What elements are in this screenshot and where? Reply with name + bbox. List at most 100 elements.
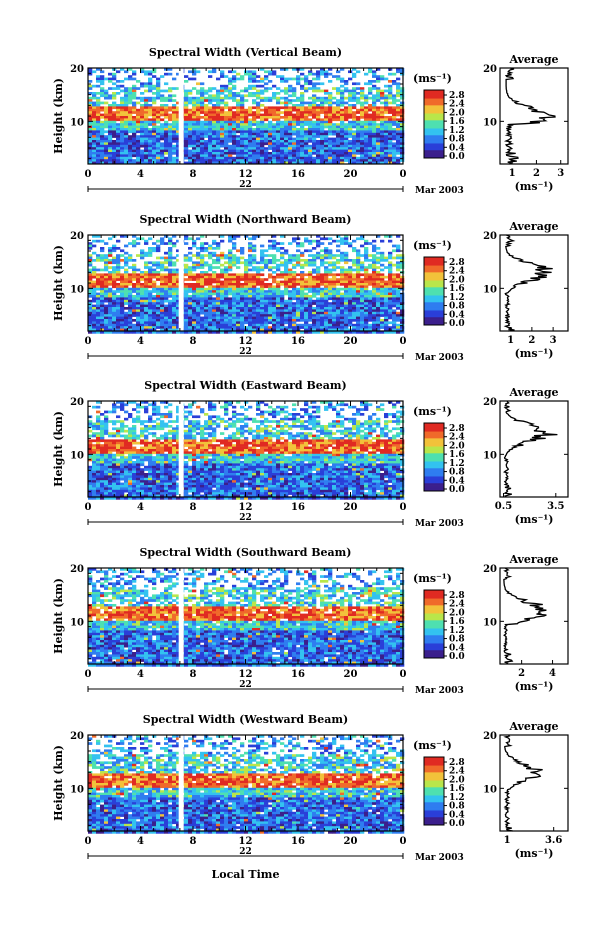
colorbar-frame — [423, 756, 445, 826]
colorbar-tick: 0.0 — [449, 652, 465, 662]
x-tick-label: 4 — [137, 836, 144, 847]
colorbar-tick: 2.8 — [449, 591, 465, 601]
colorbar: 2.82.42.01.61.20.80.40.0 — [423, 89, 465, 162]
colorbar: 2.82.42.01.61.20.80.40.0 — [423, 589, 465, 662]
average-y-tick: 20 — [483, 564, 497, 575]
colorbar-tick: 0.4 — [449, 643, 465, 653]
x-tick-label: 4 — [137, 336, 144, 347]
x-tick-label: 8 — [190, 169, 197, 180]
average-profile: Average 10 20 1 3.6(ms⁻¹) — [483, 720, 569, 860]
y-axis-label: Height (km) — [52, 78, 65, 154]
average-title: Average — [508, 553, 558, 566]
x-tick-label: 0 — [85, 336, 92, 347]
colorbar-tick: 2.0 — [449, 441, 465, 451]
average-y-tick: 10 — [483, 450, 497, 461]
panel-5: Spectral Width (Westward Beam)1020Height… — [52, 713, 569, 863]
x-tick-label: 20 — [344, 169, 358, 180]
average-x-label: (ms⁻¹) — [515, 847, 554, 860]
x-tick-label: 16 — [291, 836, 305, 847]
date-day: 22 — [239, 347, 252, 357]
colorbar-tick: 2.0 — [449, 108, 465, 118]
colorbar-frame — [423, 589, 445, 659]
average-x-tick: 3.6 — [545, 835, 562, 846]
panel-4: Spectral Width (Southward Beam)1020Heigh… — [52, 546, 569, 696]
date-month: Mar 2003 — [415, 186, 464, 196]
heatmap-cells — [88, 235, 405, 334]
x-tick-label: 16 — [291, 502, 305, 513]
average-title: Average — [508, 53, 558, 66]
colorbar-tick: 2.8 — [449, 258, 465, 268]
colorbar-tick: 2.0 — [449, 608, 465, 618]
y-axis-label: Height (km) — [52, 411, 65, 487]
data-gap — [178, 401, 184, 497]
x-tick-label: 12 — [239, 836, 253, 847]
average-y-tick: 10 — [483, 617, 497, 628]
colorbar-tick: 2.8 — [449, 758, 465, 768]
x-tick-label: 0 — [85, 169, 92, 180]
x-tick-label: 12 — [239, 669, 253, 680]
x-tick-label: 12 — [239, 169, 253, 180]
colorbar-tick: 0.0 — [449, 152, 465, 162]
x-tick-label: 8 — [190, 336, 197, 347]
heatmap-cells — [88, 568, 405, 667]
y-tick-label: 20 — [70, 731, 84, 742]
average-x-tick: 1 — [507, 335, 514, 346]
colorbar-tick: 1.2 — [449, 293, 465, 303]
colorbar-tick: 0.0 — [449, 319, 465, 329]
colorbar-tick: 2.0 — [449, 775, 465, 785]
x-tick-label: 8 — [190, 502, 197, 513]
panel-title: Spectral Width (Northward Beam) — [140, 213, 352, 226]
colorbar-tick: 1.6 — [449, 617, 465, 627]
average-y-tick: 20 — [483, 231, 497, 242]
colorbar-tick: 0.8 — [449, 802, 465, 812]
colorbar-tick: 1.6 — [449, 450, 465, 460]
panel-title: Spectral Width (Eastward Beam) — [144, 379, 346, 392]
heatmap-cells — [88, 735, 405, 834]
average-y-tick: 10 — [483, 117, 497, 128]
average-x-tick: 4 — [549, 668, 556, 679]
average-x-label: (ms⁻¹) — [515, 680, 554, 693]
x-tick-label: 0 — [400, 502, 407, 513]
average-x-tick: 0.5 — [495, 501, 512, 512]
average-title: Average — [508, 720, 558, 733]
colorbar-tick: 1.2 — [449, 126, 465, 136]
average-profile-line — [503, 67, 556, 165]
x-tick-label: 20 — [344, 836, 358, 847]
colorbar-unit: (ms⁻¹) — [413, 572, 452, 585]
x-tick-label: 4 — [137, 169, 144, 180]
x-tick-label: 0 — [400, 669, 407, 680]
average-profile-line — [503, 234, 553, 332]
colorbar-tick: 2.4 — [449, 100, 465, 110]
average-x-label: (ms⁻¹) — [515, 180, 554, 193]
x-tick-label: 8 — [190, 836, 197, 847]
x-tick-label: 12 — [239, 336, 253, 347]
colorbar-unit: (ms⁻¹) — [413, 405, 452, 418]
date-month: Mar 2003 — [415, 353, 464, 363]
colorbar: 2.82.42.01.61.20.80.40.0 — [423, 756, 465, 829]
colorbar-frame — [423, 422, 445, 492]
colorbar-tick: 2.8 — [449, 424, 465, 434]
x-tick-label: 20 — [344, 502, 358, 513]
colorbar-unit: (ms⁻¹) — [413, 72, 452, 85]
panel-2: Spectral Width (Northward Beam)1020Heigh… — [52, 213, 569, 363]
average-y-tick: 20 — [483, 64, 497, 75]
heatmap-cells — [88, 68, 405, 165]
panel-title: Spectral Width (Southward Beam) — [139, 546, 351, 559]
panel-1: Spectral Width (Vertical Beam)1020Height… — [52, 46, 569, 196]
x-tick-label: 8 — [190, 669, 197, 680]
colorbar-tick: 0.8 — [449, 468, 465, 478]
x-tick-label: 16 — [291, 169, 305, 180]
date-day: 22 — [239, 847, 252, 857]
x-tick-label: 16 — [291, 336, 305, 347]
average-frame — [499, 67, 569, 165]
average-profile-line — [503, 734, 543, 832]
colorbar-tick: 0.4 — [449, 810, 465, 820]
y-tick-label: 20 — [70, 397, 84, 408]
average-title: Average — [508, 386, 558, 399]
colorbar: 2.82.42.01.61.20.80.40.0 — [423, 256, 465, 329]
average-x-tick: 2 — [518, 668, 525, 679]
average-title: Average — [508, 220, 558, 233]
x-tick-label: 4 — [137, 502, 144, 513]
colorbar-tick: 1.2 — [449, 793, 465, 803]
